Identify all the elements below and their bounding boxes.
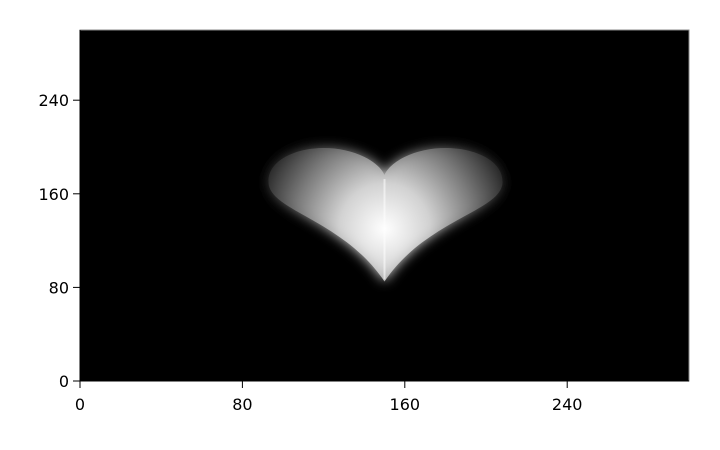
- y-tick-label: 160: [38, 185, 69, 204]
- x-tick-label: 240: [552, 395, 583, 414]
- x-tick-label: 0: [75, 395, 85, 414]
- heart-core: [268, 147, 503, 282]
- heatmap-heart-shape: [268, 147, 503, 282]
- y-tick-label: 0: [59, 372, 69, 391]
- x-tick-label: 160: [390, 395, 421, 414]
- y-tick-label: 240: [38, 91, 69, 110]
- y-axis-ticks: 0 80 160 240: [38, 91, 80, 391]
- x-axis-ticks: 0 80 160 240: [75, 381, 583, 414]
- y-tick-label: 80: [49, 278, 69, 297]
- x-tick-label: 80: [232, 395, 252, 414]
